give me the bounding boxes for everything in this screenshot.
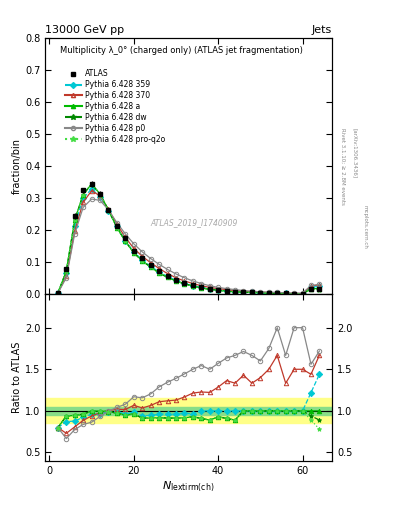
Text: ATLAS_2019_I1740909: ATLAS_2019_I1740909 — [151, 218, 238, 227]
X-axis label: $N_{\mathrm{lextirm(ch)}}$: $N_{\mathrm{lextirm(ch)}}$ — [162, 480, 215, 494]
Legend: ATLAS, Pythia 6.428 359, Pythia 6.428 370, Pythia 6.428 a, Pythia 6.428 dw, Pyth: ATLAS, Pythia 6.428 359, Pythia 6.428 37… — [63, 68, 167, 145]
Y-axis label: fraction/bin: fraction/bin — [12, 138, 22, 195]
Text: Rivet 3.1.10; ≥ 2.8M events: Rivet 3.1.10; ≥ 2.8M events — [340, 128, 345, 205]
Text: mcplots.cern.ch: mcplots.cern.ch — [362, 205, 367, 249]
Y-axis label: Ratio to ATLAS: Ratio to ATLAS — [12, 342, 22, 413]
Text: Multiplicity λ_0° (charged only) (ATLAS jet fragmentation): Multiplicity λ_0° (charged only) (ATLAS … — [60, 46, 303, 55]
Text: 13000 GeV pp: 13000 GeV pp — [45, 25, 124, 35]
Text: [arXiv:1306.3436]: [arXiv:1306.3436] — [352, 128, 357, 178]
Text: Jets: Jets — [312, 25, 332, 35]
